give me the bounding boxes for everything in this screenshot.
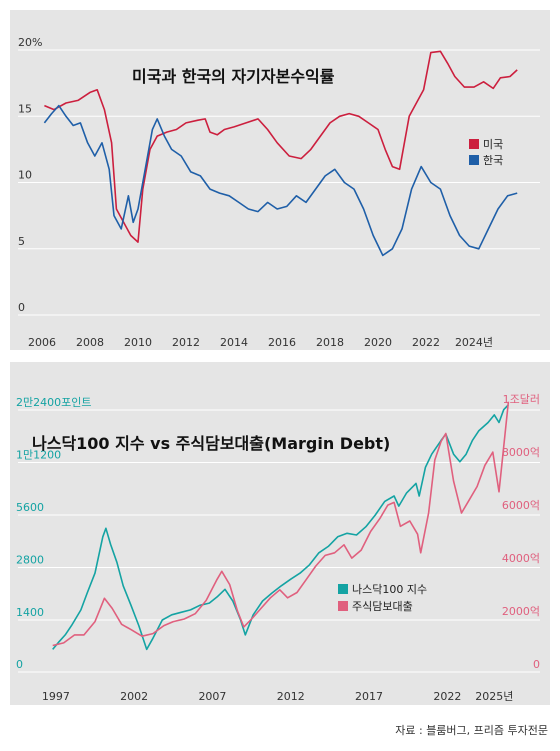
left-y-tick-label: 0 [16, 658, 23, 671]
x-tick-label: 2020 [364, 336, 392, 349]
legend-label-margin: 주식담보대출 [352, 600, 413, 613]
y-tick-label: 10 [18, 169, 32, 182]
x-tick-label: 2014 [220, 336, 248, 349]
right-y-tick-label: 0 [533, 658, 540, 671]
legend-label-us: 미국 [483, 138, 503, 151]
left-y-tick-label: 2만2400포인트 [16, 396, 91, 409]
nasdaq-legend: 나스닥100 지수 주식담보대출 [338, 583, 427, 613]
series-line-korea [43, 104, 518, 257]
nasdaq-margin-chart-panel: 2만2400포인트 1만1200 5600 2800 1400 0 1조달러 8000억 60… [10, 362, 550, 705]
legend-label-nasdaq: 나스닥100 지수 [352, 583, 427, 596]
left-y-tick-label: 1만1200 [16, 449, 61, 462]
x-tick-label: 2010 [124, 336, 152, 349]
series-line-us [44, 50, 518, 243]
roe-legend: 미국 한국 [469, 138, 503, 167]
x-tick-label: 2022 [412, 336, 440, 349]
right-y-tick-label: 1조달러 [503, 393, 540, 406]
legend-swatch-nasdaq [338, 584, 348, 594]
x-tick-label: 2022 [433, 690, 461, 703]
x-tick-label: 2007 [198, 690, 226, 703]
nasdaq-chart-title: 나스닥100 지수 vs 주식담보대출(Margin Debt) [32, 434, 390, 453]
x-tick-label: 2012 [172, 336, 200, 349]
x-tick-label: 2024년 [455, 336, 493, 349]
y-tick-label: 20% [18, 36, 42, 49]
nasdaq-gridlines [18, 409, 540, 673]
nasdaq-x-axis: 1997 2002 2007 2012 2017 2022 2025년 [42, 690, 514, 703]
x-tick-label: 2012 [277, 690, 305, 703]
x-tick-label: 1997 [42, 690, 70, 703]
x-tick-label: 2017 [355, 690, 383, 703]
source-caption: 자료 : 블룸버그, 프리즘 투자전문 [395, 724, 548, 737]
nasdaq-margin-chart: 2만2400포인트 1만1200 5600 2800 1400 0 1조달러 8000억 60… [16, 393, 540, 703]
roe-chart-title: 미국과 한국의 자기자본수익률 [132, 67, 335, 86]
x-tick-label: 2018 [316, 336, 344, 349]
legend-swatch-us [469, 139, 479, 149]
y-tick-label: 5 [18, 235, 25, 248]
roe-gridlines [18, 49, 540, 316]
roe-y-axis: 20% 15 10 5 0 [18, 36, 42, 314]
nasdaq-left-axis: 2만2400포인트 1만1200 5600 2800 1400 0 [16, 396, 91, 671]
x-tick-label: 2008 [76, 336, 104, 349]
right-y-tick-label: 8000억 [502, 446, 540, 459]
roe-chart-panel: 20% 15 10 5 0 2006 2008 2010 2012 2014 2016 2018 20… [10, 10, 550, 350]
left-y-tick-label: 5600 [16, 501, 44, 514]
left-y-tick-label: 1400 [16, 606, 44, 619]
right-y-tick-label: 4000억 [502, 552, 540, 565]
x-tick-label: 2016 [268, 336, 296, 349]
y-tick-label: 15 [18, 102, 32, 115]
roe-series [43, 50, 518, 257]
margin-right-axis: 1조달러 8000억 6000억 4000억 2000억 0 [502, 393, 540, 671]
roe-x-axis: 2006 2008 2010 2012 2014 2016 2018 2020 2022 2024… [28, 336, 493, 349]
x-tick-label: 2002 [120, 690, 148, 703]
legend-label-korea: 한국 [483, 154, 503, 167]
legend-swatch-margin [338, 601, 348, 611]
right-y-tick-label: 2000억 [502, 605, 540, 618]
legend-swatch-korea [469, 155, 479, 165]
left-y-tick-label: 2800 [16, 554, 44, 567]
series-line-margin-debt [52, 401, 510, 647]
x-tick-label: 2025년 [475, 690, 513, 703]
y-tick-label: 0 [18, 301, 25, 314]
x-tick-label: 2006 [28, 336, 56, 349]
right-y-tick-label: 6000억 [502, 499, 540, 512]
nasdaq-margin-series [52, 401, 510, 651]
